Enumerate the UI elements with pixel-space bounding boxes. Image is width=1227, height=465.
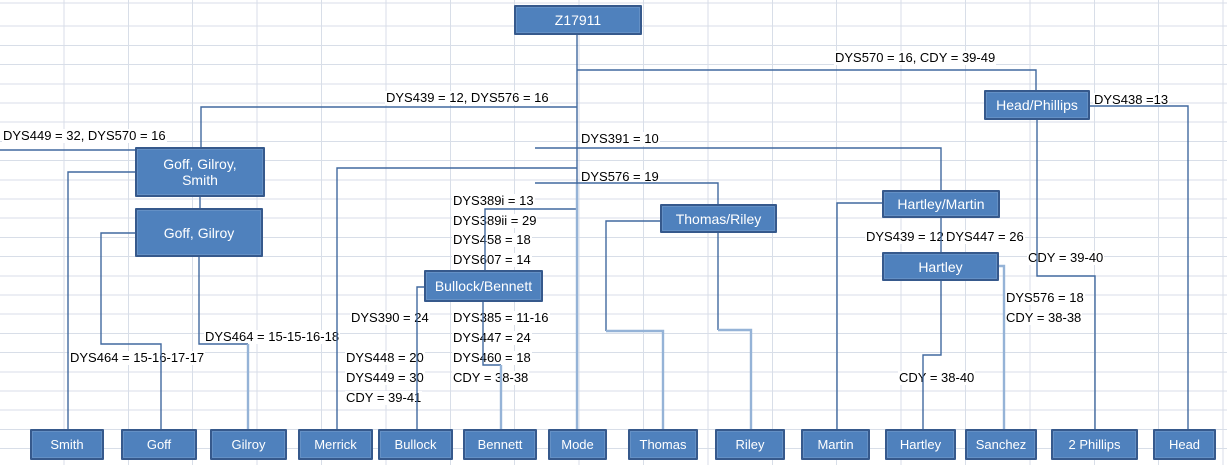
connector-branch-gilroy-upper [198,257,248,345]
annotation-cdy-39-41: CDY = 39-41 [345,390,423,405]
connector-branch-bullock [416,286,424,429]
annotation-dys448: DYS448 = 20 [345,350,425,365]
node-bullock-bennett[interactable]: Bullock/Bennett [424,270,543,302]
leaf-riley[interactable]: Riley [715,429,785,460]
annotation-dys449-dys570: DYS449 = 32, DYS570 = 16 [2,128,167,143]
connector-branch-bullock-bennett [484,208,577,270]
connector-branch-hartley-martin [535,147,942,190]
annotation-dys389ii: DYS389ii = 29 [452,213,538,228]
annotation-cdy-38-38-right: CDY = 38-38 [1005,310,1083,325]
annotation-cdy-39-40: CDY = 39-40 [1027,250,1105,265]
annotation-dys576-19: DYS576 = 19 [580,169,660,184]
annotation-dys439-dys576: DYS439 = 12, DYS576 = 16 [385,90,550,105]
node-head-phillips[interactable]: Head/Phillips [984,90,1090,120]
annotation-dys449-30: DYS449 = 30 [345,370,425,385]
leaf-mode[interactable]: Mode [548,429,607,460]
connector-branch-hartley-leaf [922,281,942,429]
leaf-bennett[interactable]: Bennett [463,429,537,460]
node-z17911[interactable]: Z17911 [514,5,642,35]
connector-branch-sanchez [999,264,1006,429]
leaf-bullock[interactable]: Bullock [378,429,453,460]
connector-branch-goff [100,232,162,429]
annotation-dys447-24: DYS447 = 24 [452,330,532,345]
connector-branch-merrick [336,167,577,429]
annotation-dys385: DYS385 = 11-16 [452,310,550,325]
leaf-thomas[interactable]: Thomas [628,429,698,460]
annotation-dys439-12: DYS439 = 12 [865,229,945,244]
leaf-sanchez[interactable]: Sanchez [965,429,1037,460]
connector-branch-thomas-upper [605,220,660,331]
connector-branch-goff-gilroy-smith [200,106,577,147]
node-goff-gilroy-smith[interactable]: Goff, Gilroy, Smith [135,147,265,197]
leaf-head[interactable]: Head [1153,429,1216,460]
leaf-goff[interactable]: Goff [121,429,197,460]
annotation-dys391: DYS391 = 10 [580,131,660,146]
annotation-dys438: DYS438 =13 [1093,92,1170,107]
connector-branch-riley-lower [718,328,753,429]
connector-branch-martin [836,202,882,429]
leaf-martin[interactable]: Martin [801,429,870,460]
annotation-dys570-cdy-top: DYS570 = 16, CDY = 39-49 [834,50,997,65]
connector-branch-thomas-riley [535,182,719,204]
node-thomas-riley[interactable]: Thomas/Riley [660,204,777,233]
annotation-dys458: DYS458 = 18 [452,232,532,247]
leaf-smith[interactable]: Smith [30,429,104,460]
annotation-dys607: DYS607 = 14 [452,252,532,267]
annotation-dys390: DYS390 = 24 [350,310,430,325]
leaf-2-phillips[interactable]: 2 Phillips [1051,429,1138,460]
connector-branch-head-leaf [1090,105,1189,429]
leaf-hartley[interactable]: Hartley [885,429,956,460]
annotation-dys460: DYS460 = 18 [452,350,532,365]
annotation-dys464-15151618: DYS464 = 15-15-16-18 [204,329,341,344]
connector-branch-head-phillips [577,69,1037,90]
annotation-dys576-18: DYS576 = 18 [1005,290,1085,305]
annotation-dys447-26: DYS447 = 26 [945,229,1025,244]
annotation-cdy-38-38-left: CDY = 38-38 [452,370,530,385]
connector-branch-bennett-upper [482,302,501,366]
node-hartley-group[interactable]: Hartley [882,252,999,281]
node-hartley-martin[interactable]: Hartley/Martin [882,190,1000,218]
connector-branch-2-phillips [1036,120,1096,429]
leaf-merrick[interactable]: Merrick [298,429,373,460]
connector-branch-thomas-lower [606,329,665,429]
annotation-cdy-38-40: CDY = 38-40 [898,370,976,385]
node-goff-gilroy[interactable]: Goff, Gilroy [135,208,263,257]
connector-branch-smith [67,171,135,429]
annotation-dys464-15161717: DYS464 = 15-16-17-17 [69,350,206,365]
leaf-gilroy[interactable]: Gilroy [210,429,287,460]
annotation-dys389i: DYS389i = 13 [452,193,535,208]
